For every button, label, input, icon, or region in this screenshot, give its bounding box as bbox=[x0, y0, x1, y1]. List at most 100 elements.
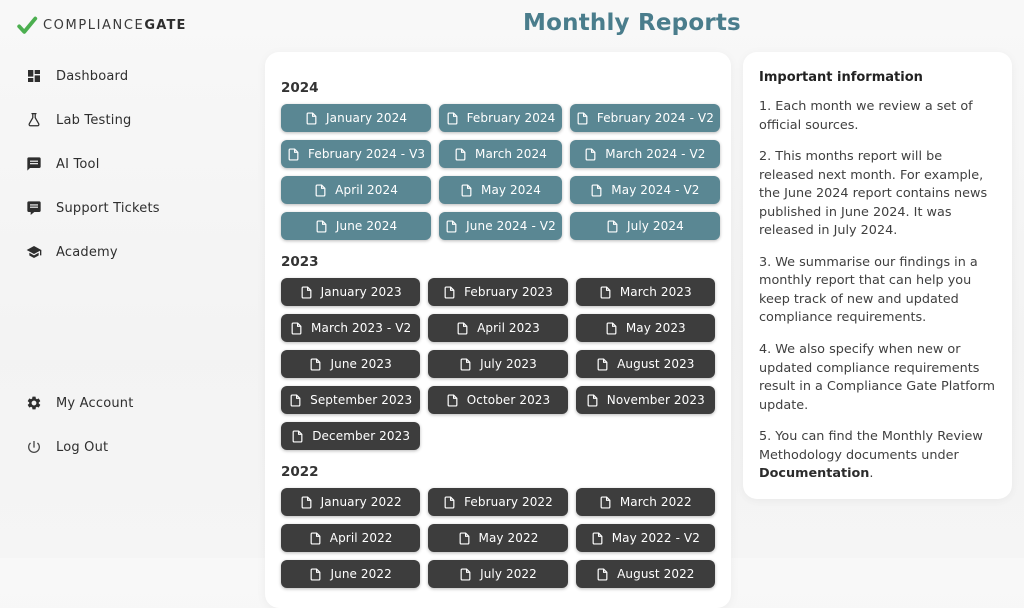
document-icon bbox=[311, 567, 321, 581]
document-icon bbox=[591, 183, 602, 197]
report-button-label: April 2022 bbox=[329, 531, 393, 545]
sidebar-item-support-tickets[interactable]: Support Tickets bbox=[26, 200, 240, 216]
report-button-grid: January 2023 February 2023 bbox=[281, 278, 715, 450]
report-button[interactable]: July 2024 bbox=[569, 212, 720, 240]
report-button[interactable]: March 2024 bbox=[439, 140, 562, 168]
report-button-label: December 2023 bbox=[312, 429, 411, 443]
report-button[interactable]: April 2022 bbox=[281, 524, 421, 552]
flask-icon bbox=[28, 113, 40, 127]
report-button[interactable]: April 2024 bbox=[281, 176, 432, 204]
report-button-label: April 2024 bbox=[335, 183, 398, 197]
sidebar-item-lab-testing[interactable]: Lab Testing bbox=[26, 112, 240, 128]
sidebar-footer: My Account Log Out bbox=[14, 395, 240, 455]
report-button-label: May 2024 bbox=[481, 183, 541, 197]
year-heading: 2023 bbox=[281, 254, 319, 270]
report-button[interactable]: January 2024 bbox=[281, 104, 432, 132]
sidebar-item-dashboard[interactable]: Dashboard bbox=[26, 68, 240, 84]
report-button-label: July 2022 bbox=[480, 567, 537, 581]
document-icon bbox=[315, 183, 326, 197]
document-icon bbox=[444, 285, 455, 299]
document-icon bbox=[600, 495, 611, 509]
report-button[interactable]: January 2023 bbox=[281, 278, 421, 306]
report-button-label: June 2023 bbox=[330, 357, 392, 371]
report-button-label: March 2024 - V2 bbox=[605, 147, 706, 161]
dashboard-icon bbox=[28, 70, 40, 82]
document-icon bbox=[577, 111, 588, 125]
report-button-label: May 2022 - V2 bbox=[611, 531, 700, 545]
report-button[interactable]: July 2022 bbox=[428, 560, 568, 588]
report-button-label: June 2024 - V2 bbox=[466, 219, 556, 233]
report-button[interactable]: April 2023 bbox=[428, 314, 568, 342]
report-button-label: July 2023 bbox=[480, 357, 537, 371]
sidebar-item-label: Support Tickets bbox=[56, 200, 160, 216]
report-button[interactable]: May 2022 bbox=[428, 524, 568, 552]
document-icon bbox=[460, 567, 471, 581]
report-button-label: May 2022 bbox=[478, 531, 539, 545]
document-icon bbox=[292, 429, 303, 443]
document-icon bbox=[607, 219, 618, 233]
report-button[interactable]: May 2023 bbox=[575, 314, 715, 342]
sidebar-item-label: AI Tool bbox=[56, 156, 100, 172]
report-button[interactable]: May 2022 - V2 bbox=[575, 524, 715, 552]
report-button[interactable]: June 2024 bbox=[281, 212, 432, 240]
document-icon bbox=[310, 531, 321, 545]
report-button-label: October 2023 bbox=[466, 393, 551, 407]
report-button[interactable]: February 2023 bbox=[428, 278, 568, 306]
document-icon bbox=[606, 321, 617, 335]
info-item: 2. This months report will be released n… bbox=[759, 149, 988, 239]
document-icon bbox=[288, 147, 299, 161]
report-button-label: May 2024 - V2 bbox=[611, 183, 700, 197]
report-button[interactable]: February 2024 - V3 bbox=[281, 140, 432, 168]
document-icon bbox=[301, 285, 312, 299]
report-button[interactable]: May 2024 bbox=[439, 176, 562, 204]
report-button[interactable]: February 2024 - V2 bbox=[569, 104, 720, 132]
report-button[interactable]: August 2023 bbox=[575, 350, 715, 378]
report-button[interactable]: March 2024 - V2 bbox=[569, 140, 720, 168]
year-heading: 2024 bbox=[281, 80, 319, 96]
report-button-label: February 2024 - V2 bbox=[596, 111, 714, 125]
report-button[interactable]: March 2022 bbox=[575, 488, 715, 516]
report-button[interactable]: December 2023 bbox=[281, 422, 421, 450]
document-icon bbox=[455, 147, 466, 161]
page-title: Monthly Reports bbox=[523, 10, 741, 36]
report-button[interactable]: March 2023 - V2 bbox=[281, 314, 421, 342]
document-icon bbox=[446, 219, 457, 233]
document-icon bbox=[592, 531, 603, 545]
report-year-section: 2024 January 2024 bbox=[281, 80, 720, 240]
report-button[interactable]: November 2023 bbox=[575, 386, 715, 414]
report-button[interactable]: October 2023 bbox=[428, 386, 568, 414]
report-button-label: November 2023 bbox=[606, 393, 705, 407]
document-icon bbox=[460, 357, 471, 371]
sidebar-item-log-out[interactable]: Log Out bbox=[26, 439, 240, 455]
report-button-label: March 2023 bbox=[619, 285, 692, 299]
document-icon bbox=[291, 321, 302, 335]
sidebar-item-my-account[interactable]: My Account bbox=[26, 395, 240, 411]
report-button[interactable]: August 2022 bbox=[575, 560, 715, 588]
report-button-label: January 2024 bbox=[326, 111, 408, 125]
document-icon bbox=[461, 183, 472, 197]
document-icon bbox=[597, 357, 608, 371]
report-button-label: August 2022 bbox=[617, 567, 695, 581]
report-button-label: July 2024 bbox=[626, 219, 684, 233]
report-button[interactable]: February 2024 bbox=[439, 104, 562, 132]
report-year-section: 2023 January 2023 bbox=[281, 254, 715, 450]
report-button[interactable]: July 2023 bbox=[428, 350, 568, 378]
report-button[interactable]: June 2023 bbox=[281, 350, 421, 378]
report-button[interactable]: May 2024 - V2 bbox=[569, 176, 720, 204]
document-icon bbox=[316, 219, 327, 233]
graduation-cap-icon bbox=[26, 246, 42, 258]
report-button-label: January 2022 bbox=[320, 495, 402, 509]
report-button-label: June 2022 bbox=[330, 567, 392, 581]
sidebar-item-academy[interactable]: Academy bbox=[26, 244, 240, 260]
report-button[interactable]: June 2024 - V2 bbox=[439, 212, 562, 240]
sidebar-item-ai-tool[interactable]: AI Tool bbox=[26, 156, 240, 172]
info-panel: Important information 1. Each month we r… bbox=[743, 52, 1012, 499]
report-button-label: March 2023 - V2 bbox=[311, 321, 412, 335]
report-button[interactable]: February 2022 bbox=[428, 488, 568, 516]
report-year-section: 2022 January 2022 bbox=[281, 464, 715, 588]
report-button[interactable]: June 2022 bbox=[281, 560, 421, 588]
report-button[interactable]: September 2023 bbox=[281, 386, 421, 414]
logo[interactable]: COMPLIANCEGATE bbox=[14, 14, 240, 36]
report-button[interactable]: January 2022 bbox=[281, 488, 421, 516]
report-button[interactable]: March 2023 bbox=[575, 278, 715, 306]
